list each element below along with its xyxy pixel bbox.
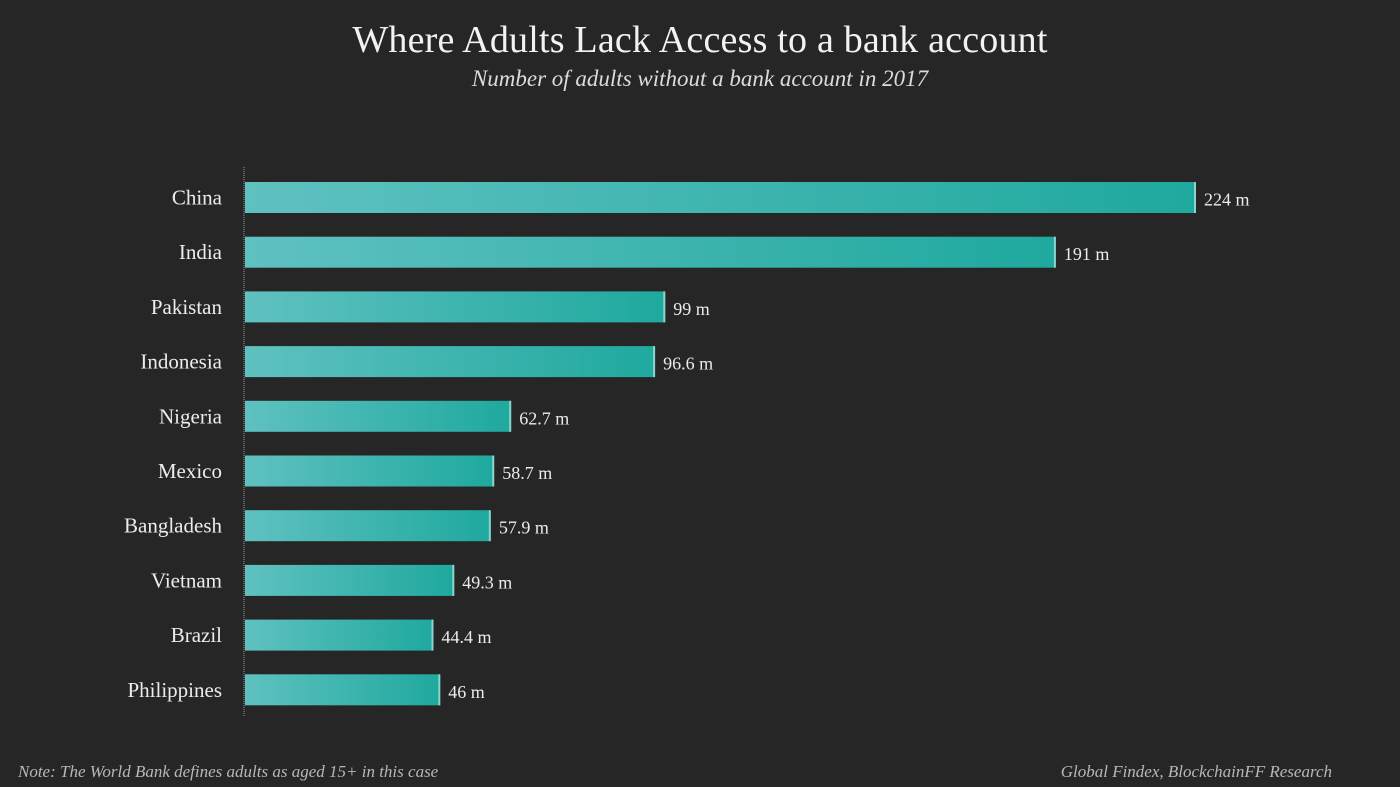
bar-edge-china [1194,182,1196,213]
category-label-nigeria: Nigeria [159,404,223,428]
bar-indonesia [245,346,656,378]
value-label-mexico: 58.7 m [502,463,552,483]
bar-pakistan [245,291,666,323]
bar-edge-philippines [438,674,441,706]
footnote-source: Global Findex, BlockchainFF Research [1060,762,1332,781]
value-label-bangladesh: 57.9 m [499,518,549,538]
bar-edge-brazil [431,619,434,651]
category-label-pakistan: Pakistan [151,295,223,319]
bar-china [245,182,1196,213]
value-label-indonesia: 96.6 m [663,354,713,374]
bar-vietnam [245,564,455,596]
bar-mexico [245,455,495,487]
bar-brazil [245,619,434,651]
category-label-indonesia: Indonesia [140,350,222,374]
value-label-china: 224 m [1204,190,1250,210]
value-label-pakistan: 99 m [673,299,710,319]
value-label-nigeria: 62.7 m [519,408,569,428]
category-label-mexico: Mexico [158,459,222,483]
bars-group: China 224 m India 191 m Pakistan 99 m Indonesi… [124,182,1250,706]
bar-philippines [245,674,441,706]
value-label-brazil: 44.4 m [442,627,492,647]
bar-bangladesh [245,510,491,542]
category-label-vietnam: Vietnam [151,568,222,592]
category-label-bangladesh: Bangladesh [124,514,222,538]
footnote-note: Note: The World Bank defines adults as a… [18,762,439,781]
category-label-india: India [179,240,223,264]
chart-subtitle: Number of adults without a bank account … [471,66,929,91]
bar-edge-indonesia [653,346,656,378]
value-label-india: 191 m [1064,244,1110,264]
category-label-philippines: Philippines [127,678,222,702]
category-label-china: China [172,186,223,210]
value-label-vietnam: 49.3 m [462,572,512,592]
bar-india [245,236,1056,268]
bar-edge-pakistan [663,291,666,323]
chart-title: Where Adults Lack Access to a bank accou… [352,19,1048,61]
bar-nigeria [245,400,512,432]
bar-edge-mexico [492,455,495,487]
category-label-brazil: Brazil [171,623,222,647]
bar-edge-bangladesh [488,510,491,542]
bar-edge-vietnam [452,564,455,596]
bar-edge-india [1053,236,1056,268]
value-label-philippines: 46 m [448,682,485,702]
bar-edge-nigeria [509,400,512,432]
